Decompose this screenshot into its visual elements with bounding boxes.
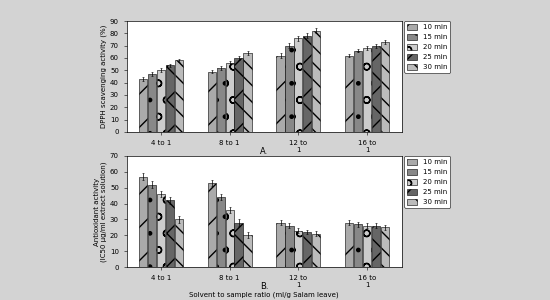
Text: A.: A. — [260, 147, 268, 156]
Bar — [294, 230, 302, 267]
Bar — [234, 223, 243, 267]
Bar — [157, 70, 165, 132]
Bar — [148, 74, 156, 132]
Y-axis label: Antioxidant activity
(IC50 µg/ml extract solution): Antioxidant activity (IC50 µg/ml extract… — [94, 161, 107, 262]
Bar — [226, 210, 234, 267]
Bar — [312, 234, 320, 267]
Bar — [303, 232, 311, 267]
Legend: 10 min, 15 min, 20 min, 25 min, 30 min: 10 min, 15 min, 20 min, 25 min, 30 min — [404, 156, 450, 208]
Bar — [226, 63, 234, 132]
Legend: 10 min, 15 min, 20 min, 25 min, 30 min: 10 min, 15 min, 20 min, 25 min, 30 min — [404, 21, 450, 73]
Bar — [234, 58, 243, 132]
Bar — [148, 184, 156, 267]
Bar — [381, 227, 389, 267]
Bar — [345, 223, 353, 267]
Bar — [139, 79, 147, 132]
Bar — [244, 235, 251, 267]
Bar — [166, 65, 174, 132]
Bar — [277, 223, 284, 267]
Y-axis label: DPPH scavenging activity (%): DPPH scavenging activity (%) — [101, 25, 107, 128]
Bar — [244, 53, 251, 132]
Bar — [166, 200, 174, 267]
Bar — [381, 42, 389, 132]
Bar — [303, 36, 311, 132]
Bar — [363, 226, 371, 267]
Bar — [157, 194, 165, 267]
Bar — [372, 226, 380, 267]
X-axis label: Solvent to sample ratio (ml/g Salam leave): Solvent to sample ratio (ml/g Salam leav… — [189, 292, 339, 298]
Text: B.: B. — [260, 282, 268, 291]
Bar — [175, 61, 183, 132]
Bar — [139, 177, 147, 267]
Bar — [277, 56, 284, 132]
Bar — [208, 183, 216, 267]
Bar — [285, 226, 294, 267]
Bar — [208, 72, 216, 132]
Bar — [294, 38, 302, 132]
X-axis label: Solvent to sample ratio (ml/g Salam leave): Solvent to sample ratio (ml/g Salam leav… — [189, 157, 339, 163]
Bar — [354, 51, 362, 132]
Bar — [217, 197, 225, 267]
Bar — [345, 56, 353, 132]
Bar — [175, 219, 183, 267]
Bar — [363, 48, 371, 132]
Bar — [312, 31, 320, 132]
Bar — [372, 46, 380, 132]
Bar — [217, 68, 225, 132]
Bar — [354, 224, 362, 267]
Bar — [285, 46, 294, 132]
